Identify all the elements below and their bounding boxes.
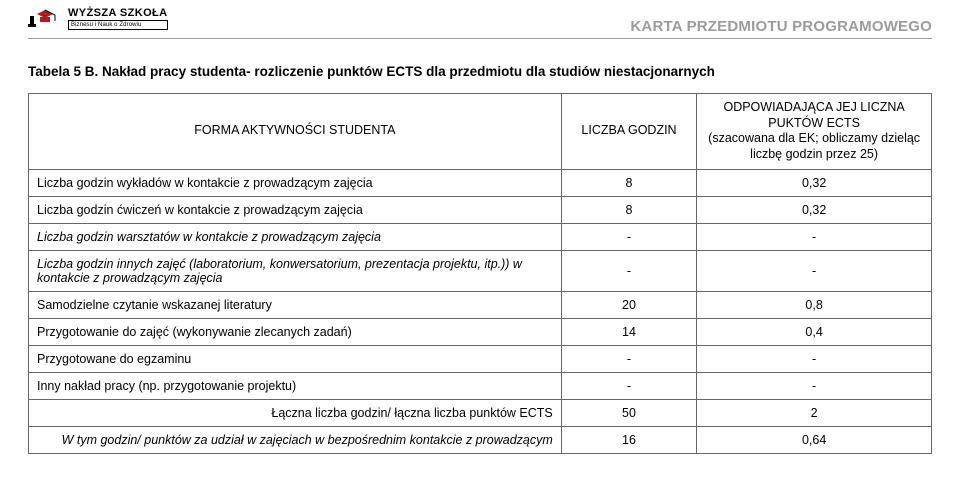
cell-ects: 0,32 xyxy=(697,169,932,196)
cell-ects: 0,8 xyxy=(697,291,932,318)
logo-title: WYŻSZA SZKOŁA xyxy=(68,8,168,19)
cell-activity: Przygotowanie do zajęć (wykonywanie zlec… xyxy=(29,318,562,345)
cell-ects: - xyxy=(697,372,932,399)
cell-activity: Łączna liczba godzin/ łączna liczba punk… xyxy=(29,399,562,426)
cell-ects: - xyxy=(697,345,932,372)
table-row: Liczba godzin wykładów w kontakcie z pro… xyxy=(29,169,932,196)
cell-ects: 2 xyxy=(697,399,932,426)
table-row: Liczba godzin ćwiczeń w kontakcie z prow… xyxy=(29,196,932,223)
cell-ects: 0,64 xyxy=(697,426,932,453)
cell-activity: Liczba godzin innych zajęć (laboratorium… xyxy=(29,250,562,291)
cell-activity: W tym godzin/ punktów za udział w zajęci… xyxy=(29,426,562,453)
cell-activity: Inny nakład pracy (np. przygotowanie pro… xyxy=(29,372,562,399)
table-row: Samodzielne czytanie wskazanej literatur… xyxy=(29,291,932,318)
cell-hours: - xyxy=(561,372,696,399)
cell-ects: 0,32 xyxy=(697,196,932,223)
table-row: Przygotowanie do zajęć (wykonywanie zlec… xyxy=(29,318,932,345)
header-divider xyxy=(28,38,932,39)
table-header-row: FORMA AKTYWNOŚCI STUDENTA LICZBA GODZIN … xyxy=(29,94,932,170)
table-body: Liczba godzin wykładów w kontakcie z pro… xyxy=(29,169,932,453)
cell-activity: Samodzielne czytanie wskazanej literatur… xyxy=(29,291,562,318)
cell-ects: - xyxy=(697,250,932,291)
cell-ects: 0,4 xyxy=(697,318,932,345)
col-header-ects: ODPOWIADAJĄCA JEJ LICZNA PUKTÓW ECTS(sza… xyxy=(697,94,932,170)
cell-ects: - xyxy=(697,223,932,250)
table-caption: Tabela 5 B. Nakład pracy studenta- rozli… xyxy=(28,64,932,79)
table-row: Inny nakład pracy (np. przygotowanie pro… xyxy=(29,372,932,399)
cell-activity: Liczba godzin ćwiczeń w kontakcie z prow… xyxy=(29,196,562,223)
page-title: KARTA PRZEDMIOTU PROGRAMOWEGO xyxy=(630,18,932,35)
cell-hours: 8 xyxy=(561,169,696,196)
logo: WYŻSZA SZKOŁA Biznesu i Nauk o Zdrowiu xyxy=(28,6,168,32)
cell-hours: - xyxy=(561,250,696,291)
logo-mark-icon xyxy=(28,6,62,32)
logo-subtitle: Biznesu i Nauk o Zdrowiu xyxy=(68,20,168,30)
table-row: Przygotowane do egzaminu-- xyxy=(29,345,932,372)
page-header: WYŻSZA SZKOŁA Biznesu i Nauk o Zdrowiu K… xyxy=(0,0,960,46)
table-row: W tym godzin/ punktów za udział w zajęci… xyxy=(29,426,932,453)
cell-hours: - xyxy=(561,345,696,372)
cell-activity: Liczba godzin warsztatów w kontakcie z p… xyxy=(29,223,562,250)
table-row: Liczba godzin warsztatów w kontakcie z p… xyxy=(29,223,932,250)
cell-hours: 14 xyxy=(561,318,696,345)
content-area: Tabela 5 B. Nakład pracy studenta- rozli… xyxy=(28,64,932,454)
cell-hours: 50 xyxy=(561,399,696,426)
table-row: Łączna liczba godzin/ łączna liczba punk… xyxy=(29,399,932,426)
table-row: Liczba godzin innych zajęć (laboratorium… xyxy=(29,250,932,291)
cell-hours: 16 xyxy=(561,426,696,453)
cell-activity: Liczba godzin wykładów w kontakcie z pro… xyxy=(29,169,562,196)
ects-table: FORMA AKTYWNOŚCI STUDENTA LICZBA GODZIN … xyxy=(28,93,932,454)
logo-text: WYŻSZA SZKOŁA Biznesu i Nauk o Zdrowiu xyxy=(68,8,168,30)
cell-activity: Przygotowane do egzaminu xyxy=(29,345,562,372)
col-header-hours: LICZBA GODZIN xyxy=(561,94,696,170)
col-header-activity: FORMA AKTYWNOŚCI STUDENTA xyxy=(29,94,562,170)
cell-hours: 20 xyxy=(561,291,696,318)
cell-hours: - xyxy=(561,223,696,250)
cell-hours: 8 xyxy=(561,196,696,223)
